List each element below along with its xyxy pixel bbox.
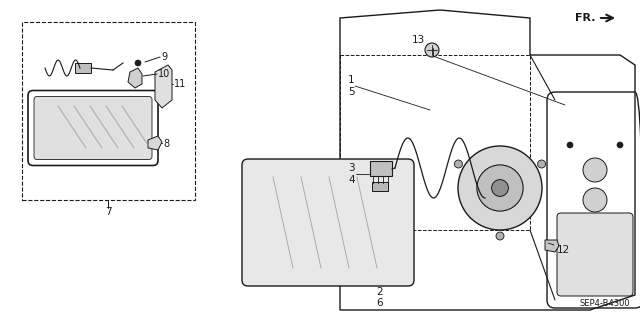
Circle shape (583, 158, 607, 182)
Polygon shape (148, 136, 162, 150)
Text: 6: 6 (377, 298, 383, 308)
Text: FR.: FR. (575, 13, 595, 23)
Text: 3: 3 (348, 163, 355, 173)
Circle shape (617, 142, 623, 148)
Bar (370, 161, 392, 176)
Text: 7: 7 (105, 207, 111, 217)
Circle shape (458, 146, 542, 230)
Bar (75, 63, 91, 73)
Circle shape (425, 43, 439, 57)
Circle shape (567, 142, 573, 148)
FancyBboxPatch shape (242, 159, 414, 286)
Polygon shape (128, 68, 142, 88)
Bar (22, 22, 195, 200)
Text: SEP4-B4300: SEP4-B4300 (579, 299, 630, 308)
Text: 1: 1 (348, 75, 355, 85)
Text: 4: 4 (348, 175, 355, 185)
Circle shape (454, 160, 463, 168)
Text: 13: 13 (412, 35, 424, 45)
Circle shape (135, 60, 141, 66)
Text: 9: 9 (161, 52, 167, 62)
Polygon shape (155, 65, 172, 108)
Text: 2: 2 (377, 287, 383, 297)
Circle shape (492, 180, 508, 196)
Polygon shape (545, 240, 559, 252)
Circle shape (477, 165, 523, 211)
Text: 12: 12 (557, 245, 570, 255)
Text: 8: 8 (163, 139, 169, 149)
Circle shape (583, 228, 607, 252)
Text: 5: 5 (348, 87, 355, 97)
Text: 10: 10 (158, 69, 170, 79)
Bar (372, 182, 388, 191)
Circle shape (538, 160, 545, 168)
Circle shape (496, 232, 504, 240)
Text: 11: 11 (174, 79, 186, 89)
FancyBboxPatch shape (557, 213, 633, 296)
FancyBboxPatch shape (34, 97, 152, 159)
Circle shape (583, 188, 607, 212)
